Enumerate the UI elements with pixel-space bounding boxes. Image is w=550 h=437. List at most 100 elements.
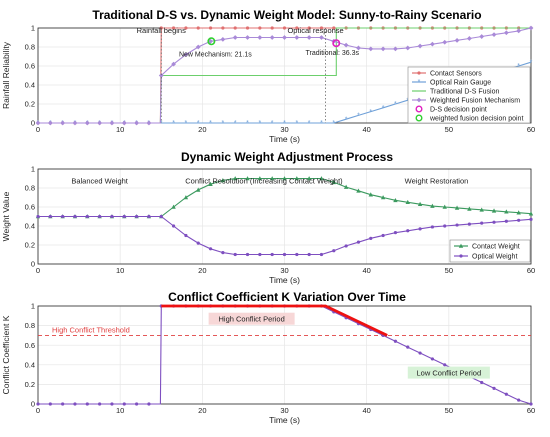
data-point: * [394,101,397,108]
chart-3: 0 10 20 30 40 50 60 0 0.2 0.4 0.6 0.8 1 Time (s) Confl… [1,302,535,425]
data-point [135,402,139,406]
chart-3-title: Conflict Coefficient K Variation Over Ti… [168,290,406,304]
data-point [208,38,213,44]
period-box [208,312,295,325]
data-point: * [369,109,372,116]
data-point [306,176,312,181]
data-point [245,26,250,30]
y-tick-label: 1 [31,24,35,33]
data-point [35,120,41,126]
y-axis-label: Conflict Coefficient K [1,315,11,394]
legend-entry: Traditional D-S Fusion [430,89,499,96]
data-point [208,26,213,30]
y-tick-label: 0.6 [25,62,35,71]
data-point: * [357,113,360,120]
data-point [245,252,250,257]
data-point: * [382,105,385,112]
decision-label: Traditional: 36.3s [306,50,360,57]
data-point [380,195,386,200]
x-tick-label: 50 [445,125,453,134]
data-point [294,35,300,40]
data-point [257,176,263,181]
legend-marker [415,114,423,122]
data-point [442,204,447,209]
data-point: * [320,120,323,127]
data-point [208,181,213,186]
x-tick-label: 0 [36,125,40,134]
data-point [306,35,312,40]
y-axis-label: Weight Value [1,191,11,241]
legend-marker [458,243,464,248]
series-line [161,304,388,337]
data-point [73,402,77,406]
data-point [245,176,250,181]
data-point [356,45,361,51]
legend-entry: Optical Rain Gauge [430,80,491,87]
data-point [331,179,336,185]
x-axis-label: Time (s) [269,134,300,144]
data-point [504,219,508,223]
data-point [381,233,385,238]
data-point [529,402,533,406]
period-label: High Conflict Period [218,315,284,324]
data-point [517,218,521,222]
data-point: * [222,120,225,127]
data-point [356,240,361,244]
legend-marker [459,254,463,258]
data-point [159,214,163,219]
x-tick-label: 40 [362,125,370,134]
x-tick-label: 60 [527,406,535,415]
data-point [368,46,374,52]
data-point [504,209,509,214]
x-tick-label: 0 [36,266,40,275]
data-point: * [517,63,520,70]
data-point [319,35,324,40]
data-point [171,224,176,228]
data-point [516,210,521,215]
legend-marker [415,105,423,113]
data-point [454,205,460,210]
x-tick-label: 20 [198,125,206,134]
data-point [491,32,497,38]
y-tick-label: 0.6 [25,341,35,350]
data-point [430,357,434,361]
data-point [319,26,324,30]
data-point [393,231,398,235]
data-point [393,46,398,52]
data-point [61,402,65,406]
data-point [184,26,188,30]
data-point [492,220,496,224]
data-point: * [185,120,188,127]
data-point [135,214,139,219]
data-point [195,44,201,50]
data-point [503,30,509,36]
data-point [269,35,275,40]
data-point: * [258,120,261,127]
x-axis-label: Time (s) [269,415,300,425]
data-point [356,188,361,193]
data-point: * [283,120,286,127]
data-point [233,26,237,30]
data-point: * [345,116,348,123]
data-point [455,223,459,227]
data-point [147,214,151,219]
data-point [208,247,213,251]
data-point [146,120,152,126]
legend-marker: * [418,79,421,86]
y-tick-label: 1 [31,165,35,174]
chart-2-title: Dynamic Weight Adjustment Process [181,150,393,164]
y-tick-label: 0.8 [25,43,35,52]
data-point [492,386,496,390]
data-point [85,214,89,219]
x-tick-label: 10 [116,125,124,134]
data-point [258,252,262,257]
data-point [430,41,435,47]
data-point [504,392,508,396]
data-point [344,244,348,248]
x-tick-label: 10 [116,266,124,275]
data-point [110,402,114,406]
data-point [73,214,77,219]
x-tick-label: 30 [280,266,288,275]
data-point [36,214,40,219]
